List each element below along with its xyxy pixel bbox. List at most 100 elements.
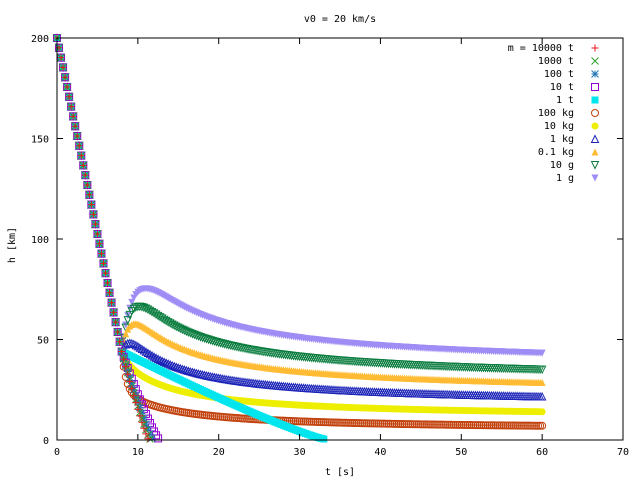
data-point — [126, 304, 134, 312]
data-point — [473, 421, 482, 430]
legend-label: 0.1 kg — [538, 147, 574, 158]
data-point — [372, 419, 381, 428]
y-tick-label: 0 — [43, 436, 49, 447]
data-point — [538, 378, 546, 386]
legend-marker — [591, 83, 599, 91]
data-point — [416, 420, 425, 429]
data-point — [126, 377, 134, 385]
x-tick-label: 60 — [536, 447, 548, 458]
y-tick-label: 200 — [31, 34, 49, 45]
data-point — [157, 314, 167, 324]
data-point — [447, 420, 456, 429]
data-point — [165, 360, 175, 369]
data-point — [511, 421, 520, 430]
data-point — [63, 83, 71, 91]
data-point — [137, 344, 147, 354]
data-point — [392, 419, 401, 428]
data-point — [104, 279, 112, 287]
x-tick-label: 70 — [617, 447, 629, 458]
data-point — [122, 330, 130, 338]
data-point — [129, 385, 138, 394]
legend-marker — [591, 122, 599, 130]
data-point — [129, 304, 139, 314]
data-point — [479, 421, 488, 430]
data-point — [151, 353, 161, 362]
series-1 — [53, 34, 154, 443]
data-point — [155, 313, 165, 322]
data-point — [182, 365, 191, 375]
data-point — [87, 201, 95, 209]
legend: m = 10000 t 1000 t 100 t 10 t 1 t 100 kg 10 kg… — [508, 43, 600, 184]
data-point — [420, 420, 429, 429]
data-point — [400, 420, 409, 429]
data-point — [146, 430, 154, 438]
data-point — [380, 419, 389, 428]
data-point — [443, 420, 452, 429]
data-point — [382, 419, 391, 428]
data-point — [143, 305, 153, 315]
data-point — [477, 421, 486, 430]
data-point — [190, 368, 199, 377]
data-point — [132, 399, 140, 407]
legend-marker — [591, 174, 599, 182]
legend-marker — [591, 44, 599, 52]
data-point — [97, 250, 105, 258]
data-point — [526, 421, 535, 430]
data-point — [424, 420, 433, 429]
data-point — [388, 419, 397, 428]
data-point — [439, 420, 448, 429]
data-point — [138, 409, 146, 418]
chart-title: v0 = 20 km/s — [304, 14, 376, 25]
legend-label: 10 g — [550, 160, 574, 171]
data-point — [81, 171, 89, 179]
data-point — [148, 434, 156, 442]
legend-marker — [591, 57, 599, 65]
data-point — [83, 181, 91, 189]
data-point — [130, 392, 138, 400]
data-point — [136, 412, 144, 420]
data-point — [461, 420, 470, 429]
data-point — [159, 315, 169, 325]
data-point — [390, 419, 399, 428]
data-point — [118, 348, 126, 356]
legend-label: 1000 t — [538, 56, 574, 67]
data-point — [537, 365, 547, 375]
data-point — [517, 421, 526, 430]
data-point — [124, 312, 132, 320]
data-point — [441, 420, 450, 429]
legend-label: 10 t — [550, 82, 574, 93]
data-point — [485, 421, 494, 430]
data-point — [116, 338, 124, 346]
legend-label: 10 kg — [544, 121, 574, 132]
data-point — [362, 419, 371, 428]
data-point — [153, 311, 163, 321]
data-point — [153, 354, 163, 363]
data-point — [157, 356, 167, 366]
data-point — [445, 420, 454, 429]
data-point — [507, 421, 516, 430]
data-point — [408, 420, 417, 429]
data-point — [418, 420, 427, 429]
data-point — [171, 362, 181, 371]
data-point — [184, 366, 193, 375]
data-point — [114, 328, 122, 336]
data-point — [127, 338, 137, 348]
data-point — [396, 419, 405, 428]
data-point — [370, 419, 379, 428]
data-point — [61, 73, 69, 81]
x-axis-label: t [s] — [325, 467, 355, 478]
data-point — [141, 304, 151, 314]
data-point — [167, 360, 177, 370]
data-point — [131, 340, 141, 350]
data-point — [89, 210, 97, 218]
x-tick-label: 50 — [455, 447, 467, 458]
data-point — [505, 421, 514, 430]
data-point — [451, 420, 460, 429]
data-point — [149, 309, 159, 318]
data-point — [186, 366, 195, 376]
data-point — [65, 93, 73, 101]
data-point — [125, 373, 134, 382]
data-point — [521, 421, 530, 430]
